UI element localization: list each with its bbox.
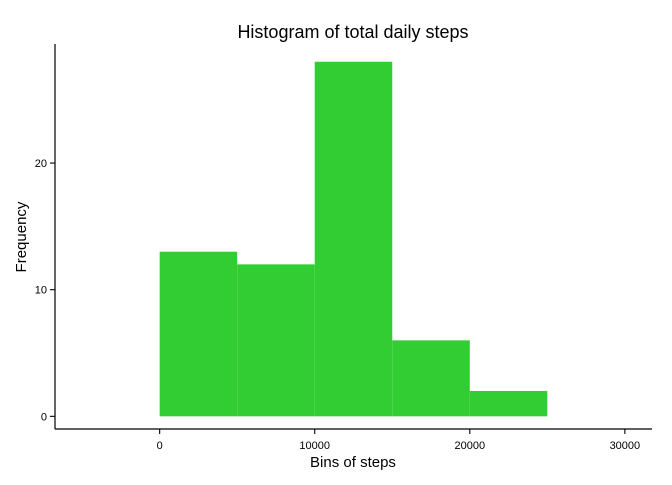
x-tick-label: 30000 bbox=[610, 440, 641, 452]
histogram-bar-1 bbox=[159, 251, 238, 417]
histogram-bar-3 bbox=[314, 61, 393, 417]
y-tick-label: 10 bbox=[35, 285, 47, 297]
x-tick-label: 0 bbox=[157, 440, 163, 452]
y-tick-label: 20 bbox=[35, 158, 47, 170]
y-axis-ticks: 0 10 20 bbox=[35, 158, 55, 423]
histogram-bar-5 bbox=[469, 391, 548, 417]
x-axis-ticks: 0 10000 20000 30000 bbox=[157, 429, 641, 452]
y-tick-label: 0 bbox=[41, 411, 47, 423]
histogram-bar-2 bbox=[237, 264, 315, 417]
histogram-bar-4 bbox=[392, 340, 470, 417]
x-axis-label: Bins of steps bbox=[310, 454, 396, 471]
x-tick-label: 10000 bbox=[299, 440, 330, 452]
chart-title: Histogram of total daily steps bbox=[237, 22, 468, 42]
bars-layer bbox=[159, 61, 548, 417]
x-tick-label: 20000 bbox=[455, 440, 486, 452]
y-axis-label: Frequency bbox=[13, 201, 30, 272]
